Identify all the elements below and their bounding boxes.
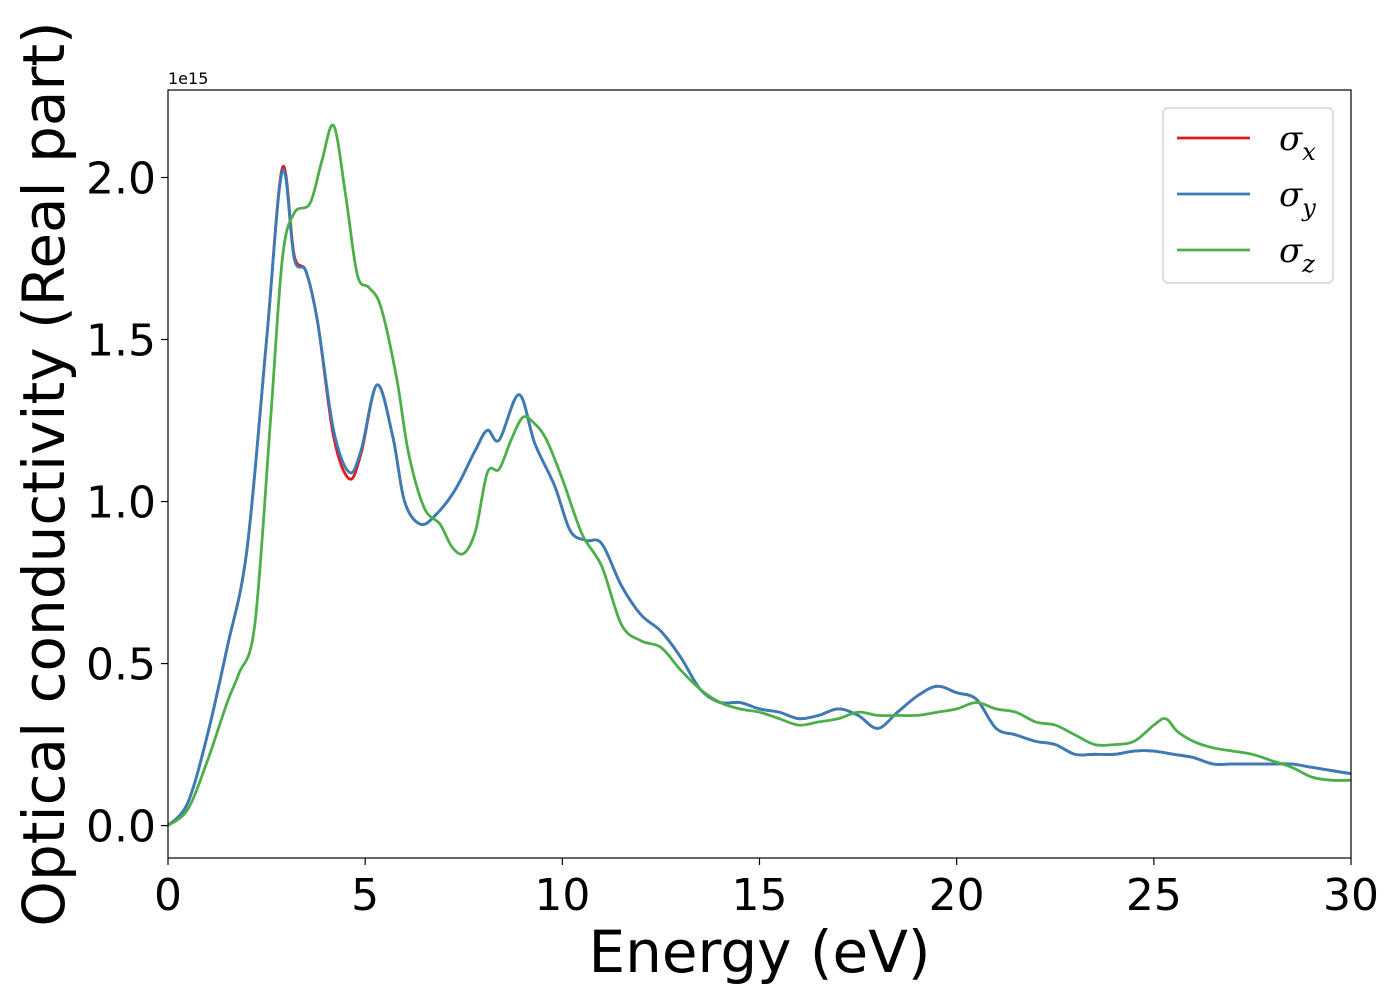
legend-label-subscript: x	[1302, 138, 1316, 166]
legend-label: σx	[1279, 119, 1316, 166]
x-tick-label: 30	[1323, 870, 1379, 921]
x-tick-label: 25	[1126, 870, 1182, 921]
legend-item-x: σx	[1177, 119, 1316, 166]
y-tick-label: 1.5	[86, 316, 156, 367]
y-tick-label: 0.5	[86, 640, 156, 691]
legend-label: σy	[1279, 175, 1316, 222]
plot-lines	[168, 123, 1351, 827]
y-tick-label: 2.0	[86, 153, 156, 204]
x-tick-label: 15	[732, 870, 788, 921]
y-axis-ticks: 0.0 0.5 1.0 1.5 2.0	[86, 153, 168, 853]
y-axis-label: Optical conductivity (Real part)	[10, 21, 78, 926]
series-line-z	[168, 123, 1351, 827]
x-tick-label: 10	[534, 870, 590, 921]
x-tick-label: 0	[154, 870, 182, 921]
y-axis-offset-text: 1e15	[168, 69, 208, 88]
x-axis-label: Energy (eV)	[588, 918, 930, 986]
y-tick-label: 0.0	[86, 802, 156, 853]
y-tick-label: 1.0	[86, 478, 156, 529]
legend-label-subscript: y	[1301, 194, 1316, 222]
series-line-y	[168, 168, 1351, 827]
x-tick-label: 5	[351, 870, 379, 921]
x-axis-ticks: 0 5 10 15 20 25 30	[154, 858, 1379, 921]
legend-item-y: σy	[1177, 175, 1316, 222]
x-tick-label: 20	[929, 870, 985, 921]
legend-box	[1162, 107, 1334, 284]
legend-label-subscript: z	[1301, 250, 1315, 278]
